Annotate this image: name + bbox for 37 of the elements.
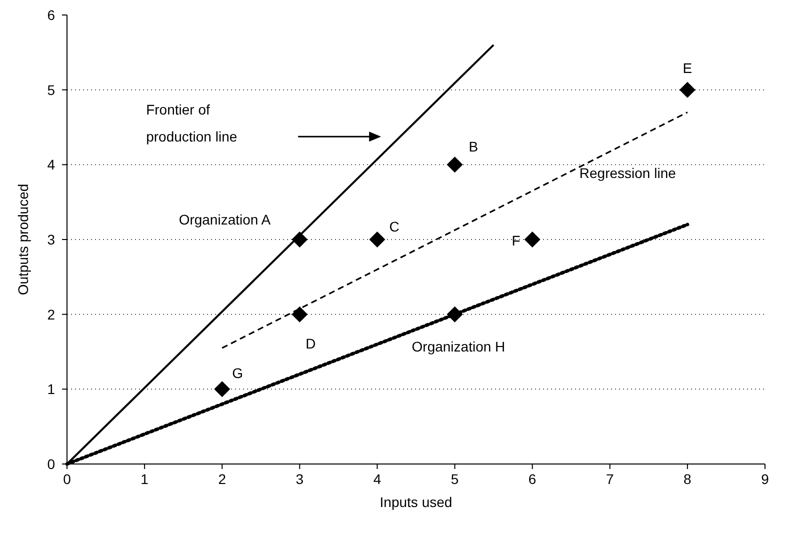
x-tick-label: 0 [63,471,72,487]
x-axis-title: Inputs used [380,494,452,510]
x-tick-label: 2 [218,471,226,487]
annotation: Frontier of production line [146,102,238,145]
y-tick-label: 2 [47,306,56,322]
annotation: F [512,232,520,248]
point [292,232,308,248]
x-tick-label: 3 [296,471,304,487]
y-tick-label: 4 [47,156,56,173]
annotation: B [468,138,478,155]
x-tick-label: 1 [140,471,149,487]
y-tick-label: 3 [47,232,56,248]
x-tick-label: 6 [528,471,536,487]
point [446,156,463,173]
annotation: E [682,60,692,76]
x-tick-label: 4 [373,471,382,487]
y-tick-label: 1 [47,381,56,398]
point [679,82,696,98]
point [292,306,308,322]
point [369,232,386,248]
y-tick-label: 5 [47,82,56,98]
y-tick-label: 0 [47,456,56,472]
y-axis-title: Outputs produced [15,184,31,296]
point [446,306,463,322]
annotation: Organization H [412,338,506,354]
annotation: D [306,335,316,352]
y-tick-label: 6 [47,7,56,23]
x-tick-label: 9 [761,471,770,487]
annotation: C [389,218,400,234]
x-tick-label: 7 [606,471,614,487]
annotation: Regression line [579,165,676,182]
annotation: Organization A [178,212,272,228]
point [214,381,230,398]
annotation: G [232,365,243,382]
x-tick-label: 5 [450,471,459,487]
point [524,232,540,248]
x-tick-label: 8 [684,471,692,487]
